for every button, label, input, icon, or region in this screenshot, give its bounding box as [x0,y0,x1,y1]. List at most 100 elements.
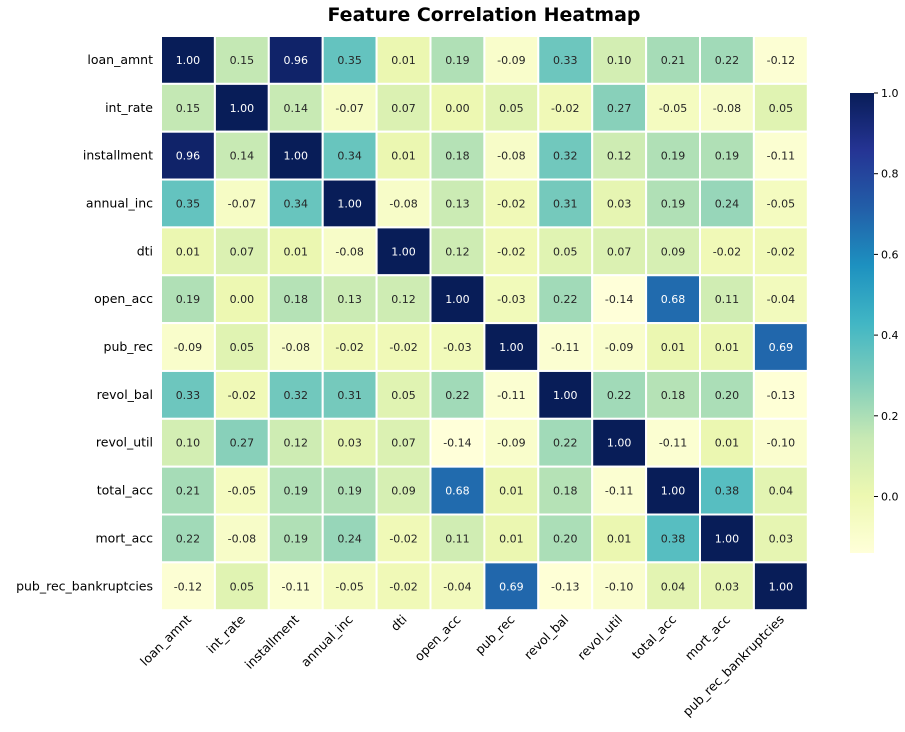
cell-value-label: 0.01 [661,341,686,354]
heatmap-cell [375,561,432,612]
cell-value-label: 0.38 [715,485,740,498]
heatmap-cell [537,465,594,516]
cell-value-label: -0.02 [228,389,256,402]
cell-value-label: -0.05 [767,197,795,210]
heatmap-cell [267,226,324,277]
heatmap-cell [591,274,648,325]
heatmap-cell [429,561,486,612]
cell-value-label: 1.00 [230,102,255,115]
cell-value-label: -0.11 [767,150,795,163]
cell-value-label: -0.07 [335,102,363,115]
heatmap-cell [267,130,324,181]
cell-value-label: 0.18 [553,485,578,498]
cell-value-label: -0.02 [551,102,579,115]
cell-value-label: 0.68 [661,293,686,306]
cell-value-label: 0.05 [499,102,524,115]
heatmap-cell [483,274,540,325]
cell-value-label: 1.00 [337,197,362,210]
heatmap-cell [213,417,270,468]
cell-value-label: -0.10 [767,437,795,450]
x-tick-label: revol_util [574,612,625,663]
heatmap-cell [483,417,540,468]
cell-value-label: -0.10 [605,580,633,593]
cell-value-label: 0.69 [769,341,794,354]
x-tick-label: annual_inc [298,612,356,670]
cell-value-label: 1.00 [769,580,794,593]
heatmap-cell [267,417,324,468]
heatmap-cell [160,417,216,468]
cell-value-label: 0.07 [391,102,416,115]
cell-value-label: 0.05 [391,389,416,402]
colorbar-tick-label: 0.0 [881,491,899,504]
cell-value-label: 0.22 [715,54,740,67]
heatmap-cell [160,513,216,564]
cell-value-label: -0.02 [713,245,741,258]
cell-value-label: 0.11 [445,532,470,545]
cell-value-label: 0.24 [337,532,362,545]
cell-value-label: 0.15 [176,102,201,115]
heatmap-cell [375,82,432,133]
heatmap-cell [483,130,540,181]
heatmap-cell [699,226,755,277]
x-tick-label: open_acc [411,612,463,664]
heatmap-cell [429,226,486,277]
heatmap-cell [483,465,540,516]
heatmap-cell [699,561,755,612]
y-tick-label: installment [83,148,153,163]
heatmap-cell [213,513,270,564]
cell-value-label: -0.08 [335,245,363,258]
cell-value-label: -0.02 [389,532,417,545]
heatmap-cell [321,274,378,325]
cell-value-label: 0.05 [230,580,255,593]
colorbar-tick-label: 0.2 [881,410,899,423]
heatmap-cell [645,178,701,229]
heatmap-cell [537,82,594,133]
cell-value-label: -0.05 [228,485,256,498]
cell-value-label: 0.31 [553,197,578,210]
y-tick-label: loan_amnt [87,52,153,67]
chart-title: Feature Correlation Heatmap [327,4,640,26]
heatmap-cell [160,274,216,325]
cell-value-label: 0.35 [337,54,362,67]
cell-value-label: -0.11 [282,580,310,593]
heatmap-cell [321,465,378,516]
cell-value-label: 1.00 [284,150,309,163]
heatmap-cell [699,369,755,420]
heatmap-cell [699,513,755,564]
cell-value-label: -0.03 [443,341,471,354]
cell-value-label: 0.19 [176,293,201,306]
heatmap-cell [483,322,540,372]
cell-value-label: -0.03 [497,293,525,306]
heatmap-cell [213,465,270,516]
cell-value-label: 1.00 [661,485,686,498]
cell-value-label: 0.09 [661,245,686,258]
cell-value-label: -0.11 [659,437,687,450]
cell-value-label: 0.31 [337,389,362,402]
cell-value-label: 0.01 [391,150,416,163]
cell-value-label: 0.68 [445,485,470,498]
cell-value-label: 1.00 [607,437,632,450]
cell-value-label: 0.01 [499,485,524,498]
heatmap-cell [483,561,540,612]
heatmap-cell [213,322,270,372]
cell-value-label: -0.08 [713,102,741,115]
cell-value-label: 0.04 [661,580,686,593]
heatmap-cell [752,274,809,325]
cell-value-label: 0.22 [176,532,201,545]
x-tick-label: pub_rec [472,612,518,658]
heatmap-cell [483,82,540,133]
cell-value-label: 0.20 [715,389,740,402]
cell-value-label: -0.02 [335,341,363,354]
y-tick-label: annual_inc [86,195,153,210]
cell-value-label: 0.07 [230,245,255,258]
cell-value-label: -0.09 [497,437,525,450]
cell-value-label: 0.19 [284,532,309,545]
cell-value-label: -0.11 [605,485,633,498]
cell-value-label: 0.34 [337,150,362,163]
heatmap-cell [483,513,540,564]
heatmap-cell [160,322,216,372]
cell-value-label: -0.12 [767,54,795,67]
cell-value-label: 0.22 [445,389,470,402]
heatmap-cell [537,417,594,468]
cell-value-label: 0.18 [445,150,470,163]
